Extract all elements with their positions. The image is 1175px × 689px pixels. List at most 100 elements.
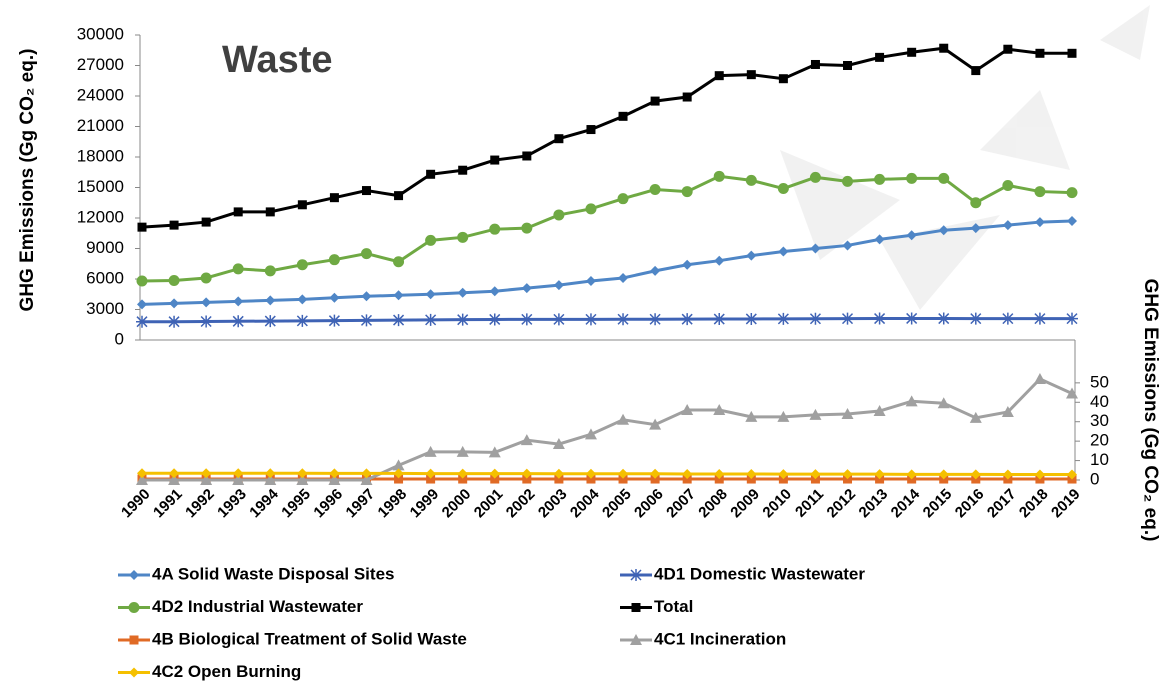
data-point	[328, 474, 341, 485]
data-point	[360, 248, 372, 260]
x-tick-label: 2004	[567, 485, 603, 521]
data-point	[809, 408, 822, 420]
data-point	[554, 134, 564, 144]
data-point	[424, 313, 437, 326]
data-point	[136, 315, 148, 328]
data-point	[329, 193, 339, 203]
legend-label: Total	[654, 597, 693, 616]
data-point	[810, 243, 821, 254]
data-point	[713, 404, 726, 416]
legend-label: 4B Biological Treatment of Solid Waste	[152, 629, 467, 648]
data-point	[553, 468, 564, 479]
data-point	[906, 230, 917, 241]
data-point	[873, 312, 886, 325]
data-point	[489, 286, 500, 297]
data-point	[392, 459, 405, 471]
data-point	[681, 313, 694, 326]
data-point	[841, 312, 854, 325]
data-point	[520, 434, 533, 446]
data-point	[778, 246, 789, 257]
x-tick-label: 2007	[663, 486, 699, 522]
legend-label: 4A Solid Waste Disposal Sites	[152, 564, 394, 583]
data-point	[841, 407, 854, 419]
data-point	[905, 312, 918, 325]
data-point	[458, 474, 468, 484]
data-point	[585, 203, 597, 215]
data-point	[584, 428, 597, 440]
data-point	[969, 312, 982, 325]
data-point	[201, 468, 212, 479]
data-point	[522, 151, 532, 161]
data-point	[585, 276, 596, 287]
y2-tick-label: 30	[1090, 411, 1109, 430]
data-point	[682, 474, 692, 484]
data-point	[360, 314, 373, 327]
y-tick-label: 21000	[77, 116, 124, 135]
x-tick-label: 1995	[278, 486, 314, 522]
data-point	[1067, 469, 1077, 480]
data-point	[426, 169, 436, 179]
data-point	[521, 222, 533, 234]
data-point	[809, 171, 821, 183]
data-point	[682, 92, 692, 102]
x-tick-label: 2011	[792, 486, 827, 521]
data-point	[681, 186, 693, 198]
data-point	[809, 312, 822, 325]
data-point	[169, 220, 179, 230]
data-point	[584, 313, 597, 326]
data-point	[426, 474, 436, 484]
data-point	[618, 474, 628, 484]
data-point	[265, 295, 276, 306]
data-point	[201, 217, 211, 227]
data-point	[488, 313, 501, 326]
y-tick-label: 15000	[77, 177, 124, 196]
data-point	[970, 469, 981, 480]
series-line	[142, 471, 1072, 477]
data-point	[585, 468, 596, 479]
data-point	[137, 299, 147, 310]
data-point	[552, 313, 565, 326]
data-point	[1066, 387, 1078, 399]
data-point	[169, 298, 180, 309]
data-point	[297, 468, 308, 479]
x-tick-label: 2013	[856, 486, 892, 522]
data-point	[201, 297, 212, 308]
data-point	[907, 47, 917, 57]
data-point	[490, 155, 500, 165]
data-point	[713, 170, 725, 182]
data-point	[746, 474, 756, 484]
data-point	[393, 290, 404, 301]
data-point	[777, 183, 789, 195]
data-point	[1003, 44, 1013, 54]
data-point	[425, 234, 437, 246]
x-tick-label: 2008	[695, 486, 731, 522]
x-tick-label: 1997	[342, 486, 378, 522]
data-point	[457, 287, 468, 298]
data-point	[329, 468, 340, 479]
data-point	[137, 222, 147, 232]
x-tick-label: 1993	[214, 486, 250, 522]
data-point	[200, 474, 213, 485]
x-tick-label: 2000	[439, 486, 475, 522]
data-point	[297, 200, 307, 210]
data-point	[1067, 216, 1077, 227]
data-point	[777, 312, 790, 325]
data-point	[906, 469, 917, 480]
data-point	[296, 314, 309, 327]
data-point	[810, 469, 821, 480]
data-point	[1066, 312, 1078, 325]
data-point	[521, 283, 532, 294]
series-line	[141, 219, 1073, 306]
data-point	[329, 292, 340, 303]
legend-label: 4C1 Incineration	[654, 629, 786, 648]
data-point	[168, 474, 181, 485]
data-point	[297, 294, 308, 305]
y-tick-label: 18000	[77, 146, 124, 165]
x-tick-label: 2001	[471, 486, 507, 522]
y-tick-label: 3000	[86, 299, 124, 318]
x-tick-label: 2012	[824, 486, 860, 522]
data-point	[843, 61, 853, 70]
data-point	[424, 445, 437, 457]
data-point	[682, 468, 693, 479]
data-point	[553, 280, 564, 291]
